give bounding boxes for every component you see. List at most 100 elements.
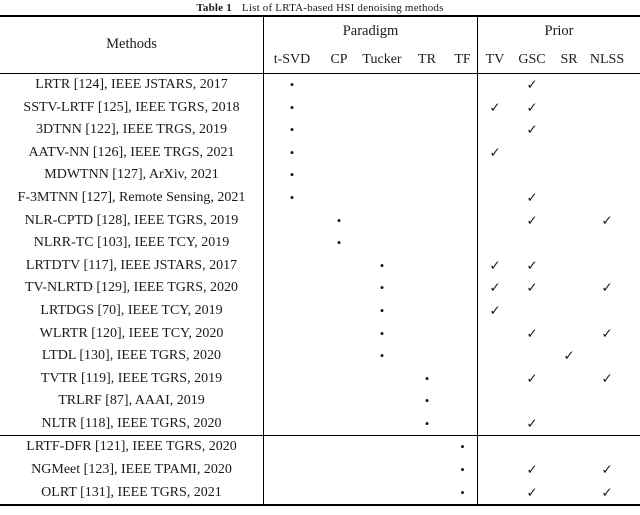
empty-cell <box>263 254 321 277</box>
empty-cell <box>478 390 512 413</box>
paradigm-bullet-cell: • <box>460 484 465 500</box>
empty-cell <box>407 141 447 164</box>
prior-check-cell: ✓ <box>526 122 538 138</box>
empty-cell <box>447 96 478 119</box>
empty-cell <box>512 141 552 164</box>
empty-cell <box>321 459 357 482</box>
table-row: 3DTNN [122], IEEE TRGS, 2019 • ✓ <box>0 119 640 142</box>
empty-cell <box>407 232 447 255</box>
column-header-gsc: GSC <box>518 51 546 67</box>
paradigm-bullet-cell: • <box>336 212 342 228</box>
empty-cell <box>357 481 407 504</box>
table-row: AATV-NN [126], IEEE TRGS, 2021 • ✓ <box>0 141 640 164</box>
prior-check-cell: ✓ <box>601 212 613 228</box>
table-row: LRTDTV [117], IEEE JSTARS, 2017 • ✓ ✓ <box>0 254 640 277</box>
table-caption: Table 1 List of LRTA-based HSI denoising… <box>0 0 640 15</box>
empty-cell <box>478 481 512 504</box>
empty-cell <box>447 277 478 300</box>
column-header-tr: TR <box>418 51 436 67</box>
table-row: LRTF-DFR [121], IEEE TGRS, 2020 • <box>0 436 640 459</box>
paradigm-bullet-cell: • <box>460 439 465 455</box>
empty-cell <box>447 322 478 345</box>
empty-cell <box>552 481 586 504</box>
empty-cell <box>586 300 640 323</box>
empty-cell <box>478 367 512 390</box>
empty-cell <box>321 96 357 119</box>
empty-cell <box>321 413 357 436</box>
empty-cell <box>407 459 447 482</box>
empty-cell <box>447 74 478 97</box>
empty-cell <box>407 300 447 323</box>
prior-check-cell: ✓ <box>563 348 575 364</box>
column-header-methods: Methods <box>106 36 157 52</box>
table-row: NLTR [118], IEEE TGRS, 2020 • ✓ <box>0 413 640 436</box>
empty-cell <box>586 254 640 277</box>
empty-cell <box>263 481 321 504</box>
empty-cell <box>552 232 586 255</box>
empty-cell <box>407 322 447 345</box>
empty-cell <box>512 232 552 255</box>
empty-cell <box>552 277 586 300</box>
empty-cell <box>478 119 512 142</box>
empty-cell <box>263 322 321 345</box>
empty-cell <box>512 164 552 187</box>
empty-cell <box>552 390 586 413</box>
table-row: LRTDGS [70], IEEE TCY, 2019 • ✓ <box>0 300 640 323</box>
empty-cell <box>407 74 447 97</box>
prior-check-cell: ✓ <box>526 415 538 431</box>
empty-cell <box>407 119 447 142</box>
method-cell: TRLRF [87], AAAI, 2019 <box>58 393 205 409</box>
empty-cell <box>357 96 407 119</box>
column-header-cp: CP <box>330 51 348 67</box>
paradigm-bullet-cell: • <box>424 370 430 386</box>
empty-cell <box>478 74 512 97</box>
empty-cell <box>321 74 357 97</box>
prior-check-cell: ✓ <box>526 99 538 115</box>
empty-cell <box>321 187 357 210</box>
empty-cell <box>263 345 321 368</box>
empty-cell <box>552 141 586 164</box>
column-group-paradigm: Paradigm <box>342 23 399 39</box>
method-cell: F-3MTNN [127], Remote Sensing, 2021 <box>17 189 246 205</box>
empty-cell <box>478 322 512 345</box>
method-cell: NLRR-TC [103], IEEE TCY, 2019 <box>33 235 230 251</box>
empty-cell <box>552 119 586 142</box>
method-cell: LTDL [130], IEEE TGRS, 2020 <box>41 348 222 364</box>
empty-cell <box>407 96 447 119</box>
method-cell: LRTDGS [70], IEEE TCY, 2019 <box>40 302 223 318</box>
method-cell: TVTR [119], IEEE TGRS, 2019 <box>40 370 223 386</box>
empty-cell <box>321 119 357 142</box>
empty-cell <box>447 209 478 232</box>
empty-cell <box>447 367 478 390</box>
empty-cell <box>552 209 586 232</box>
empty-cell <box>447 300 478 323</box>
table-row: MDWTNN [127], ArXiv, 2021 • <box>0 164 640 187</box>
empty-cell <box>407 254 447 277</box>
prior-check-cell: ✓ <box>489 302 501 318</box>
column-header-tv: TV <box>485 51 505 67</box>
empty-cell <box>447 345 478 368</box>
table-row: LRTR [124], IEEE JSTARS, 2017 • ✓ <box>0 74 640 97</box>
empty-cell <box>552 96 586 119</box>
empty-cell <box>478 413 512 436</box>
prior-check-cell: ✓ <box>526 212 538 228</box>
empty-cell <box>552 300 586 323</box>
empty-cell <box>357 187 407 210</box>
table-row: LTDL [130], IEEE TGRS, 2020 • ✓ <box>0 345 640 368</box>
empty-cell <box>357 209 407 232</box>
method-cell: LRTDTV [117], IEEE JSTARS, 2017 <box>25 257 238 273</box>
empty-cell <box>447 119 478 142</box>
method-cell: NLR-CPTD [128], IEEE TGRS, 2019 <box>24 212 239 228</box>
table-number-label: Table 1 <box>196 1 232 14</box>
empty-cell <box>357 413 407 436</box>
empty-cell <box>357 390 407 413</box>
empty-cell <box>357 164 407 187</box>
empty-cell <box>407 436 447 459</box>
empty-cell <box>552 164 586 187</box>
table-row: F-3MTNN [127], Remote Sensing, 2021 • ✓ <box>0 187 640 210</box>
empty-cell <box>586 390 640 413</box>
prior-check-cell: ✓ <box>489 99 501 115</box>
empty-cell <box>447 390 478 413</box>
empty-cell <box>586 187 640 210</box>
prior-check-cell: ✓ <box>601 325 613 341</box>
